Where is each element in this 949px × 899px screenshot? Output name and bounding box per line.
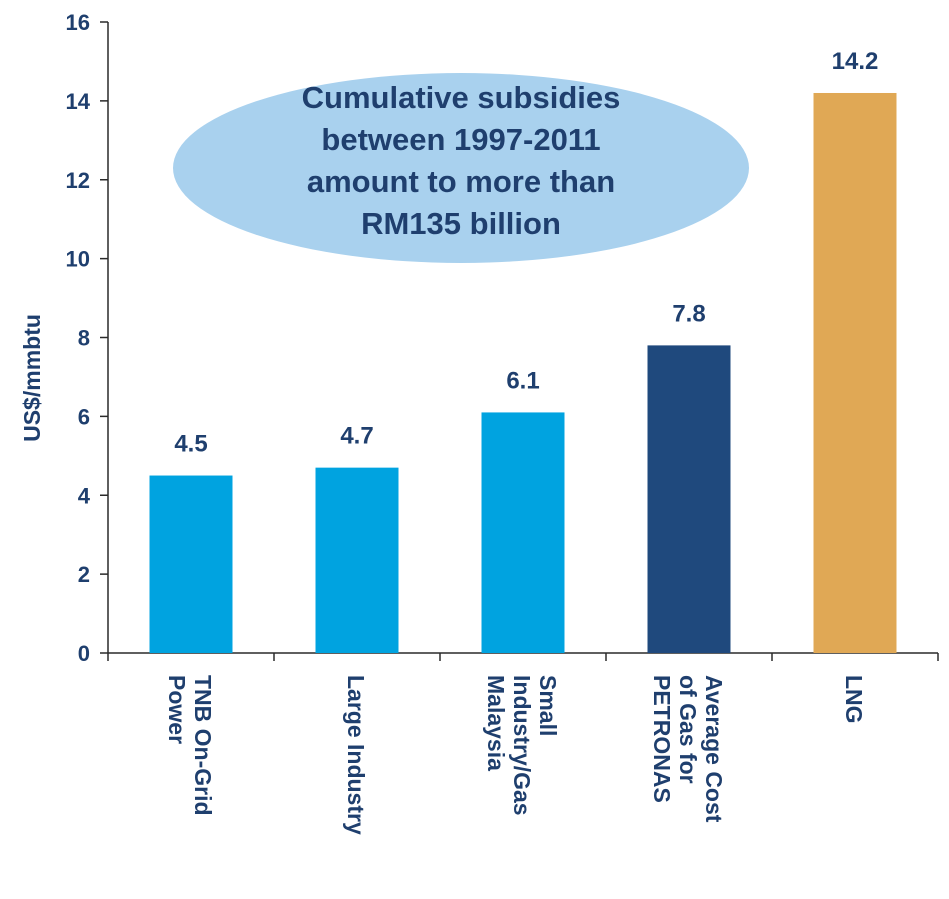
subsidy-callout: Cumulative subsidies between 1997-2011 a… — [173, 73, 749, 263]
data-label: 4.5 — [174, 431, 207, 458]
x-category-label: of Gas for — [675, 675, 701, 784]
data-label: 6.1 — [506, 367, 539, 394]
y-tick-label: 12 — [66, 168, 90, 193]
x-category-label: TNB On-Grid — [190, 675, 216, 816]
data-label: 14.2 — [832, 48, 879, 75]
y-tick-label: 4 — [78, 483, 91, 508]
y-axis-title: US$/mmbtu — [19, 314, 45, 442]
bar-5 — [813, 92, 897, 654]
y-tick-label: 6 — [78, 404, 90, 429]
x-category-label: Power — [164, 675, 190, 744]
y-tick-label: 8 — [78, 326, 90, 351]
y-tick-label: 16 — [66, 10, 90, 35]
callout-ellipse — [173, 73, 749, 263]
x-category-label: LNG — [841, 675, 867, 724]
callout-line-4: RM135 billion — [361, 206, 561, 241]
bar-4 — [647, 345, 731, 653]
x-category-label: Large Industry — [343, 675, 369, 835]
y-tick-label: 14 — [66, 89, 91, 114]
callout-line-1: Cumulative subsidies — [302, 80, 621, 115]
callout-line-2: between 1997-2011 — [321, 122, 600, 157]
data-label: 4.7 — [340, 423, 373, 450]
x-category-label: Average Cost — [701, 675, 727, 823]
bar-3 — [481, 412, 565, 653]
x-category-label: Industry/Gas — [509, 675, 535, 816]
y-tick-label: 0 — [78, 641, 90, 666]
callout-line-3: amount to more than — [307, 164, 615, 199]
x-category-label: PETRONAS — [649, 675, 675, 803]
y-tick-label: 10 — [66, 247, 90, 272]
y-tick-label: 2 — [78, 562, 90, 587]
x-category-label: Small — [535, 675, 561, 736]
bar-2 — [315, 467, 399, 653]
bar-1 — [149, 475, 233, 653]
x-category-label: Malaysia — [483, 675, 509, 771]
data-label: 7.8 — [672, 300, 705, 327]
